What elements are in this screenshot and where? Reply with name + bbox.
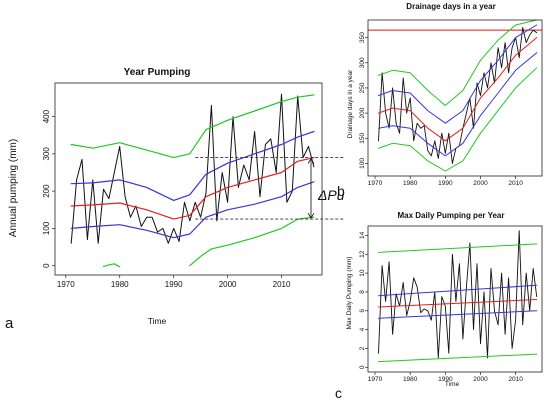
- y-tick-label: 14: [359, 231, 366, 239]
- y-tick-label: 12: [359, 250, 366, 258]
- panel-b-drainage-days: Drainage days in a year Drainage days in…: [337, 2, 543, 199]
- x-tick-label: 1990: [165, 280, 183, 289]
- panel-a-letter: a: [5, 315, 14, 332]
- y-tick-label: 300: [42, 147, 51, 161]
- panel-a-xlabel: Time: [148, 316, 167, 326]
- series-line-inner-band-upper: [378, 24, 538, 124]
- x-tick-label: 2000: [473, 180, 488, 187]
- panel-c-letter: c: [335, 385, 342, 400]
- panel-b-letter: b: [337, 183, 345, 199]
- series-line-outer-band-upper: [378, 243, 538, 253]
- series-line-outer-band-lower: [378, 353, 538, 363]
- x-tick-label: 2010: [508, 376, 523, 383]
- delta-pu-annotation: ΔPu: [317, 187, 345, 203]
- x-tick-label: 1970: [57, 280, 75, 289]
- y-tick-label: 8: [359, 290, 366, 294]
- plot-frame: [367, 19, 543, 177]
- y-tick-label: 100: [359, 158, 366, 169]
- x-tick-label: 1990: [438, 376, 453, 383]
- x-tick-label: 1980: [403, 180, 418, 187]
- series-line-inner-band-upper: [378, 284, 538, 297]
- series-line-outer-band-lower-segment-1: [102, 263, 121, 268]
- y-tick-label: 250: [359, 82, 366, 93]
- series-line-observed: [70, 93, 315, 244]
- delta-pu-arrow-head-top: [307, 157, 315, 164]
- delta-pu-arrow-head-bottom: [307, 212, 315, 219]
- plot-frame: [367, 225, 543, 373]
- series-line-outer-band-upper: [70, 94, 315, 159]
- series-line-inner-band-lower: [70, 181, 315, 239]
- panel-c-title: Max Daily Pumping per Year: [397, 211, 504, 220]
- series-line-outer-band-upper: [378, 19, 538, 106]
- series-line-outer-band-lower-segment-2: [189, 216, 315, 267]
- x-tick-label: 1980: [403, 376, 418, 383]
- x-tick-label: 1980: [111, 280, 129, 289]
- y-tick-label: 2: [359, 346, 366, 350]
- x-tick-label: 2010: [508, 180, 523, 187]
- y-tick-label: 300: [359, 57, 366, 68]
- series-line-observed: [378, 230, 538, 359]
- y-tick-label: 0: [42, 263, 51, 268]
- y-tick-label: 6: [359, 309, 366, 313]
- series-line-inner-band-lower: [378, 310, 538, 319]
- y-tick-label: 350: [359, 32, 366, 43]
- panel-b-title: Drainage days in a year: [406, 2, 495, 11]
- y-tick-label: 400: [42, 109, 51, 123]
- series-line-trend: [70, 157, 315, 220]
- x-tick-label: 2000: [219, 280, 237, 289]
- panel-a-title: Year Pumping: [124, 67, 191, 78]
- x-tick-label: 2000: [473, 376, 488, 383]
- panel-c-max-daily-pumping: Max Daily Pumping per Year Max Daily Pum…: [335, 211, 543, 400]
- y-tick-label: 0: [359, 365, 366, 369]
- panel-a-year-pumping: Year Pumping Annual pumping (mm) Time a …: [5, 67, 345, 332]
- y-tick-label: 4: [359, 327, 366, 331]
- y-tick-label: 150: [359, 132, 366, 143]
- y-tick-label: 10: [359, 269, 366, 277]
- series-line-inner-band-lower: [378, 52, 538, 157]
- panel-b-ylabel: Drainage days in a year: [347, 69, 354, 138]
- y-tick-label: 100: [42, 221, 51, 235]
- y-tick-label: 200: [359, 107, 366, 118]
- panel-c-xlabel: Time: [445, 381, 460, 388]
- series-line-inner-band-upper: [70, 130, 315, 201]
- y-tick-label: 200: [42, 184, 51, 198]
- panel-c-ylabel: Max Daily Pumping (mm): [346, 257, 353, 330]
- panel-a-ylabel: Annual pumping (mm): [8, 139, 19, 237]
- x-tick-label: 1970: [368, 180, 383, 187]
- x-tick-label: 1970: [368, 376, 383, 383]
- x-tick-label: 1990: [438, 180, 453, 187]
- series-line-outer-band-lower: [378, 67, 538, 172]
- series-line-trend: [378, 37, 538, 142]
- x-tick-label: 2010: [273, 280, 291, 289]
- series-line-trend: [378, 299, 538, 308]
- plot-frame: [54, 82, 323, 276]
